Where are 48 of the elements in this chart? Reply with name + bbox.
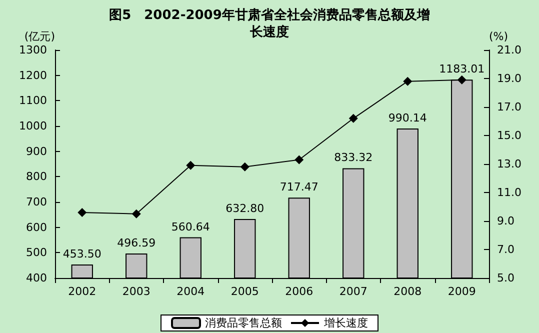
y2-tick-label: 21.0 [497, 44, 522, 56]
x-tick-label: 2005 [230, 285, 259, 298]
x-tick-label: 2006 [285, 285, 314, 298]
legend-label: 消费品零售总额 [205, 316, 282, 330]
y-tick-label: 700 [26, 196, 47, 208]
data-label: 990.14 [388, 112, 427, 124]
y-tick-label: 1200 [19, 68, 47, 82]
y-axis-title: (亿元) [24, 30, 55, 43]
y-tick-label: 1300 [19, 44, 47, 56]
point [132, 209, 141, 218]
point [403, 76, 412, 86]
point [186, 160, 196, 170]
data-label: 496.59 [117, 236, 156, 250]
point [78, 208, 87, 217]
y2-tick-label: 13.0 [497, 158, 522, 170]
y-tick-label: 600 [26, 220, 47, 234]
point [348, 114, 358, 123]
y-tick-label: 900 [26, 144, 47, 158]
chart-title: 图5 2002-2009年甘肃省全社会消费品零售总额及增长速度 [109, 7, 430, 40]
data-label: 453.50 [62, 247, 102, 260]
point [457, 75, 466, 84]
x-tick-label: 2003 [122, 285, 150, 298]
y2-tick-label: 11.0 [497, 186, 522, 199]
y2-tick-label: 9.0 [497, 214, 514, 228]
y-tick-label: 1000 [19, 120, 47, 132]
y2-axis-title: (%) [489, 30, 508, 43]
x-tick-label: 2007 [339, 285, 368, 298]
y-tick-label: 400 [26, 272, 47, 284]
y2-tick-label: 5.0 [497, 272, 514, 284]
x-tick-label: 2009 [448, 285, 476, 298]
y-tick-label: 1100 [19, 94, 47, 108]
y2-tick-label: 19.0 [497, 72, 522, 85]
data-label: 1183.01 [439, 62, 485, 76]
x-tick-label: 2004 [176, 285, 205, 298]
y-tick-label: 800 [26, 170, 47, 184]
point [240, 162, 250, 172]
data-label: 560.64 [171, 220, 210, 234]
data-label: 632.80 [226, 202, 264, 216]
y2-tick-label: 15.0 [497, 129, 522, 142]
y2-tick-label: 17.0 [497, 100, 522, 114]
x-tick-label: 2008 [394, 285, 422, 298]
y-tick-label: 500 [26, 246, 47, 260]
legend-label: 增长速度 [323, 316, 368, 330]
data-label: 717.47 [280, 180, 318, 194]
point [294, 155, 304, 164]
y2-tick-label: 7.0 [497, 243, 514, 256]
data-label: 833.32 [334, 151, 373, 164]
x-tick-label: 2002 [68, 285, 96, 298]
